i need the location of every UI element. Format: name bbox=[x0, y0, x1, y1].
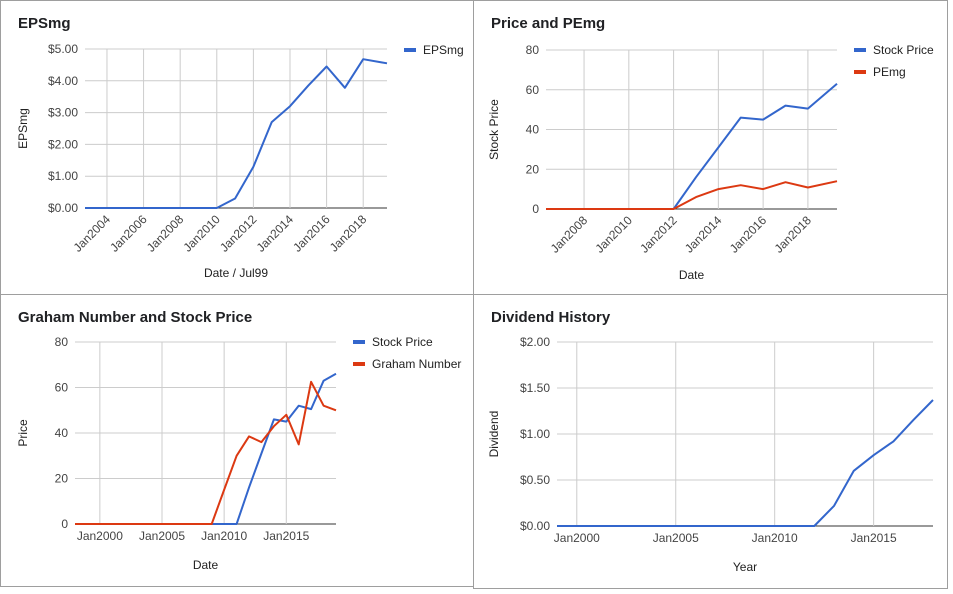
y-tick-label: $2.00 bbox=[48, 137, 78, 151]
x-tick-label: Jan2010 bbox=[180, 212, 223, 255]
x-tick-label: Jan2012 bbox=[217, 212, 260, 255]
x-axis-title: Date bbox=[679, 268, 705, 282]
chart-title: Graham Number and Stock Price bbox=[18, 309, 253, 326]
y-tick-label: $5.00 bbox=[48, 42, 78, 56]
legend-label: Graham Number bbox=[372, 357, 461, 371]
y-axis-title: Dividend bbox=[487, 411, 501, 458]
series-line bbox=[546, 180, 838, 210]
chart-panel-epsmg: EPSmg $0.00 $1.00 $2.00 $3.00 $4.00 $5.00 Jan2… bbox=[0, 0, 474, 295]
series-line bbox=[85, 58, 388, 209]
chart-title: Price and PEmg bbox=[491, 15, 606, 32]
dividend-chart: $0.00 $0.50 $1.00 $1.50 $2.00 Jan2000 Jan2005 J… bbox=[487, 335, 934, 574]
y-tick-label: 20 bbox=[55, 472, 69, 486]
y-tick-label: 0 bbox=[532, 202, 539, 216]
y-axis-title: EPSmg bbox=[16, 108, 30, 149]
legend-label: PEmg bbox=[873, 65, 906, 79]
x-tick-label: Jan2004 bbox=[71, 212, 114, 255]
y-tick-label: 40 bbox=[526, 123, 540, 137]
x-tick-label: Jan2010 bbox=[752, 531, 798, 545]
y-tick-label: $0.00 bbox=[48, 201, 78, 215]
x-tick-label: Jan2012 bbox=[637, 213, 680, 256]
x-tick-label: Jan2016 bbox=[727, 213, 770, 256]
y-tick-label: 40 bbox=[55, 426, 69, 440]
x-axis-title: Year bbox=[733, 560, 757, 574]
x-tick-label: Jan2005 bbox=[653, 531, 699, 545]
x-tick-label: Jan2010 bbox=[592, 213, 635, 256]
legend-swatch bbox=[353, 362, 365, 366]
series-line bbox=[75, 372, 337, 525]
y-tick-label: $1.00 bbox=[520, 427, 550, 441]
legend-swatch bbox=[854, 48, 866, 52]
x-tick-label: Jan2016 bbox=[290, 212, 333, 255]
chart-panel-price-pemg: Price and PEmg 0 20 40 60 80 Jan2008 Jan2010 Ja… bbox=[473, 0, 948, 295]
x-tick-label: Jan2014 bbox=[682, 213, 725, 256]
x-tick-label: Jan2008 bbox=[144, 212, 187, 255]
x-tick-label: Jan2006 bbox=[107, 212, 150, 255]
y-tick-label: 20 bbox=[526, 162, 540, 176]
series-line bbox=[546, 83, 838, 210]
y-tick-label: $0.50 bbox=[520, 473, 550, 487]
y-tick-label: $3.00 bbox=[48, 106, 78, 120]
graham-chart: 0 20 40 60 80 Jan2000 Jan2005 Jan2010 Jan2015 Dat… bbox=[16, 335, 461, 572]
x-tick-label: Jan2014 bbox=[254, 212, 297, 255]
x-tick-label: Jan2008 bbox=[548, 213, 591, 256]
chart-panel-graham: Graham Number and Stock Price 0 20 40 60 80 J… bbox=[0, 294, 474, 587]
x-tick-label: Jan2010 bbox=[201, 529, 247, 543]
x-tick-label: Jan2000 bbox=[77, 529, 123, 543]
x-tick-label: Jan2005 bbox=[139, 529, 185, 543]
legend-label: EPSmg bbox=[423, 43, 464, 57]
legend-swatch bbox=[854, 70, 866, 74]
x-tick-label: Jan2018 bbox=[327, 212, 370, 255]
series-line bbox=[75, 380, 337, 525]
x-tick-label: Jan2015 bbox=[263, 529, 309, 543]
x-tick-label: Jan2018 bbox=[772, 213, 815, 256]
y-tick-label: $0.00 bbox=[520, 519, 550, 533]
chart-title: Dividend History bbox=[491, 309, 611, 326]
y-tick-label: $1.50 bbox=[520, 381, 550, 395]
chart-panel-dividend: Dividend History $0.00 $0.50 $1.00 $1.50 $2.… bbox=[473, 294, 948, 589]
legend-swatch bbox=[353, 340, 365, 344]
x-axis-title: Date bbox=[193, 558, 219, 572]
x-tick-label: Jan2015 bbox=[851, 531, 897, 545]
y-axis-title: Stock Price bbox=[487, 99, 501, 160]
epsmg-chart: $0.00$1.00$2.00$3.00$4.00$5.00Jan2004Jan… bbox=[16, 42, 464, 280]
y-tick-label: 0 bbox=[61, 517, 68, 531]
y-tick-label: $1.00 bbox=[48, 169, 78, 183]
legend-swatch bbox=[404, 48, 416, 52]
y-tick-label: 60 bbox=[526, 83, 540, 97]
y-tick-label: $4.00 bbox=[48, 74, 78, 88]
series-line bbox=[557, 399, 934, 527]
x-tick-label: Jan2000 bbox=[554, 531, 600, 545]
y-tick-label: $2.00 bbox=[520, 335, 550, 349]
chart-title: EPSmg bbox=[18, 15, 71, 32]
y-tick-label: 80 bbox=[526, 43, 540, 57]
legend-label: Stock Price bbox=[873, 43, 934, 57]
legend-label: Stock Price bbox=[372, 335, 433, 349]
y-axis-title: Price bbox=[16, 419, 30, 447]
y-tick-label: 80 bbox=[55, 335, 69, 349]
y-tick-label: 60 bbox=[55, 381, 69, 395]
x-axis-title: Date / Jul99 bbox=[204, 266, 268, 280]
